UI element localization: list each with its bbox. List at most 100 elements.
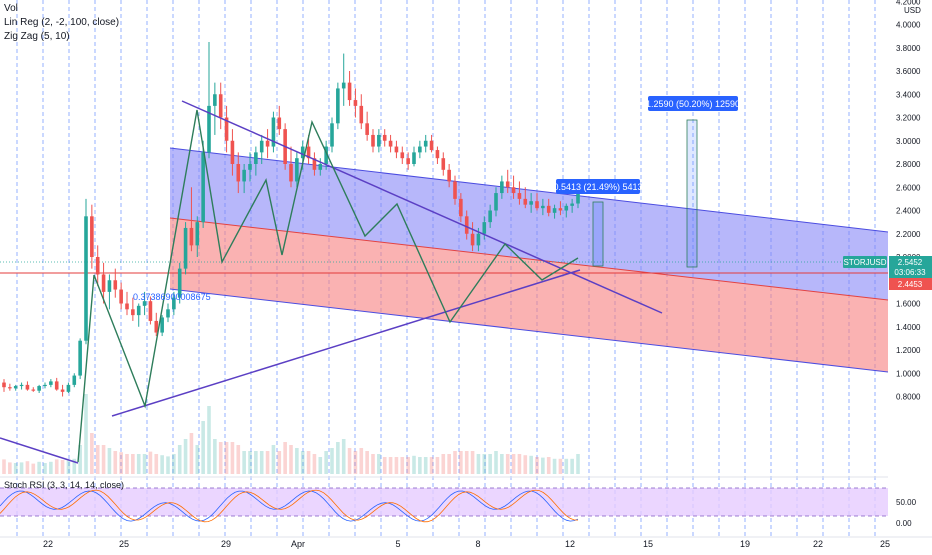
candle-body	[377, 134, 381, 147]
candle-body	[13, 386, 18, 389]
volume-bar	[500, 454, 504, 474]
candle-body	[195, 222, 200, 246]
volume-bar	[324, 451, 328, 474]
volume-bar	[541, 457, 545, 474]
candle-body	[546, 205, 551, 213]
candle-body	[19, 384, 24, 387]
current-price-value: 2.5452	[898, 258, 923, 267]
candle-body	[447, 169, 451, 182]
zig-zag-label: 0.37386900008675	[133, 292, 211, 302]
volume-bar	[353, 451, 358, 474]
candle-body	[131, 309, 135, 316]
price-tick-label: 3.8000	[896, 44, 921, 53]
volume-bar	[546, 457, 551, 474]
volume-bar	[84, 394, 88, 474]
volume-bar	[377, 454, 381, 474]
volume-bar	[365, 451, 369, 474]
candle-body	[160, 317, 164, 333]
price-tick-label: 2.6000	[896, 183, 921, 192]
candle-body	[295, 158, 299, 182]
volume-bar	[558, 458, 563, 474]
volume-bar	[412, 455, 416, 474]
symbol-badge[interactable]	[843, 256, 887, 268]
volume-bar	[429, 457, 434, 474]
volume-bar	[8, 462, 12, 474]
candle-body	[464, 216, 469, 234]
date-tick-label: 25	[119, 539, 129, 549]
volume-bar	[283, 442, 287, 474]
candle-body	[213, 94, 217, 106]
volume-bar	[136, 454, 141, 474]
price-tick-label: 1.6000	[896, 300, 921, 309]
candle-body	[265, 140, 270, 147]
candle-body	[576, 193, 580, 204]
volume-bar	[300, 451, 305, 474]
candle-body	[2, 382, 6, 388]
volume-bar	[459, 451, 463, 474]
volume-bar	[265, 451, 270, 474]
candle-body	[318, 164, 323, 170]
volume-bar	[418, 457, 422, 474]
volume-bar	[230, 442, 235, 474]
volume-bar	[125, 454, 129, 474]
candle-body	[482, 222, 487, 234]
candle-body	[113, 280, 118, 290]
candle-body	[400, 152, 405, 159]
volume-bar	[271, 445, 276, 474]
measure-2-range	[686, 119, 698, 268]
legend-lin-reg[interactable]: Lin Reg (2, -2, 100, close)	[4, 17, 120, 28]
volume-bar	[505, 454, 510, 474]
candle-body	[183, 227, 188, 269]
volume-bar	[25, 461, 30, 474]
volume-bar	[172, 454, 176, 474]
candle-body	[517, 193, 522, 199]
candle-body	[459, 198, 463, 217]
ascending-trend-line	[111, 269, 581, 417]
candle-body	[470, 233, 475, 246]
stoch-rsi-k-line	[0, 490, 579, 522]
candle-body	[189, 227, 194, 246]
volume-bar	[382, 457, 387, 474]
left-down-trend-line	[0, 437, 79, 464]
stoch-rsi-d-line	[0, 489, 579, 523]
volume-bar	[78, 445, 82, 474]
volume-bar	[336, 442, 340, 474]
candle-body	[429, 140, 434, 151]
stoch-axis	[888, 477, 932, 537]
volume-bar	[101, 445, 106, 474]
price-axis-ticks: 4.60004.40004.20004.00003.80003.60003.40…	[896, 0, 921, 402]
candle-body	[306, 146, 311, 159]
volume-bar	[207, 406, 211, 474]
candle-body	[66, 384, 71, 392]
volume-bar	[529, 455, 533, 474]
price-tick-label: 2.2000	[896, 230, 921, 239]
legend-vol[interactable]: Vol	[4, 3, 18, 14]
candle-body	[78, 340, 82, 376]
candle-body	[347, 82, 352, 101]
descending-trend-line	[181, 100, 663, 314]
volume-bar	[552, 458, 557, 474]
price-tick-label: 1.4000	[896, 323, 921, 332]
volume-bar	[31, 463, 36, 474]
volume-bar	[312, 454, 317, 474]
volume-bar	[388, 457, 393, 474]
candle-body	[136, 305, 141, 316]
legend-zig-zag[interactable]: Zig Zag (5, 10)	[4, 31, 70, 42]
volume-bar	[476, 454, 481, 474]
volume-bar	[447, 454, 451, 474]
volume-bar	[66, 460, 71, 474]
price-tick-label: 4.0000	[896, 21, 921, 30]
price-tick-label: 3.0000	[896, 137, 921, 146]
candle-body	[453, 181, 457, 199]
candle-body	[25, 384, 30, 390]
volume-bar	[72, 458, 77, 474]
volume-bar	[523, 455, 528, 474]
volume-bar	[359, 448, 364, 474]
volume-bar	[289, 445, 293, 474]
volume-bar	[37, 461, 41, 474]
volume-bar	[423, 457, 428, 474]
candle-body	[500, 181, 504, 194]
measure-2-label: 1.2590 (50.20%) 12590	[646, 99, 740, 109]
candle-body	[341, 82, 346, 89]
